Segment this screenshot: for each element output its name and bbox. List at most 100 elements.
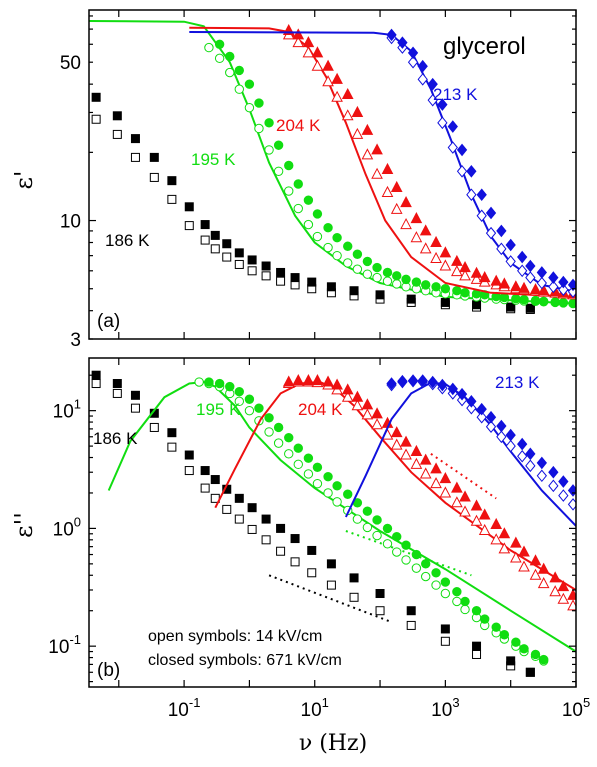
label-186k-b: 186 K <box>93 429 138 448</box>
point-closed-186k <box>200 220 210 230</box>
point-closed-195k <box>284 432 294 443</box>
point-open-195k <box>225 67 235 78</box>
panel-b: 10-1 100 101 10-1 101 103 105 (b) ε'' 186 K 19… <box>10 357 590 721</box>
label-204k-b: 204 K <box>298 400 343 419</box>
point-open-204k <box>439 259 452 271</box>
point-open-204k <box>331 90 343 102</box>
annotation-closed-symbols: closed symbols: 671 kV/cm <box>148 652 342 669</box>
point-closed-186k <box>222 239 232 249</box>
point-closed-195k <box>234 386 244 397</box>
point-open-195k <box>303 219 314 230</box>
point-open-213k <box>476 410 487 424</box>
point-closed-186k <box>200 466 210 476</box>
point-open-195k <box>264 427 274 437</box>
point-closed-195k <box>234 65 244 76</box>
point-open-195k <box>273 166 284 176</box>
point-closed-186k <box>210 475 220 485</box>
point-closed-186k <box>247 503 257 513</box>
point-open-204k <box>381 185 394 197</box>
point-open-195k <box>460 604 470 615</box>
point-closed-195k <box>538 296 549 307</box>
point-closed-213k <box>447 382 458 396</box>
point-closed-186k <box>349 286 359 296</box>
point-open-204k <box>390 438 403 450</box>
point-open-204k <box>341 109 354 121</box>
point-closed-195k <box>332 233 342 243</box>
point-closed-204k <box>311 46 324 58</box>
point-closed-186k <box>130 390 140 400</box>
point-open-213k <box>505 255 516 268</box>
point-closed-195k <box>411 277 422 287</box>
point-open-204k <box>361 148 374 160</box>
point-closed-195k <box>332 481 342 491</box>
point-open-204k <box>470 514 483 526</box>
point-closed-186k <box>112 111 122 121</box>
point-open-186k <box>167 194 177 204</box>
point-open-195k <box>312 231 323 242</box>
point-open-186k <box>184 221 194 231</box>
point-closed-204k <box>371 143 383 155</box>
point-closed-186k <box>91 92 101 102</box>
point-open-204k <box>459 269 471 281</box>
point-closed-195k <box>214 378 225 389</box>
point-open-186k <box>149 172 159 182</box>
y-tick-label: 10 <box>60 212 81 233</box>
panel-a-label: (a) <box>97 311 120 332</box>
fit-line-213k <box>189 31 576 293</box>
point-open-195k <box>312 478 323 489</box>
point-open-204k <box>351 127 364 139</box>
point-closed-213k <box>397 36 408 49</box>
point-closed-195k <box>411 549 422 560</box>
point-closed-204k <box>510 280 522 292</box>
point-closed-186k <box>149 152 159 162</box>
panel-a-title: glycerol <box>443 33 526 60</box>
point-closed-186k <box>290 534 300 544</box>
point-open-204k <box>451 265 463 277</box>
point-closed-213k <box>466 395 477 408</box>
panel-a-ylabel: ε' <box>10 170 38 189</box>
point-closed-204k <box>390 426 403 438</box>
point-closed-204k <box>292 28 305 40</box>
point-closed-213k <box>427 77 438 91</box>
point-open-195k <box>284 449 294 459</box>
point-closed-204k <box>490 274 503 286</box>
point-closed-195k <box>558 297 569 308</box>
point-open-195k <box>421 571 431 582</box>
point-closed-204k <box>470 266 483 278</box>
point-closed-204k <box>529 554 542 566</box>
point-open-204k <box>400 217 412 230</box>
y-tick-label: 101 <box>53 397 81 423</box>
point-open-204k <box>430 251 442 263</box>
point-closed-213k <box>525 259 536 273</box>
x-tick-label: 105 <box>562 695 590 721</box>
point-open-186k <box>326 580 336 590</box>
point-closed-204k <box>537 284 550 296</box>
point-closed-186k <box>525 303 535 313</box>
point-open-195k <box>284 186 294 196</box>
point-open-186k <box>167 442 177 452</box>
point-open-213k <box>505 439 516 453</box>
point-open-213k <box>548 479 559 493</box>
point-open-213k <box>447 141 458 154</box>
y-tick-label: 10-1 <box>48 632 81 658</box>
point-closed-213k <box>525 447 536 461</box>
point-open-195k <box>244 405 255 416</box>
point-open-186k <box>247 524 257 534</box>
point-closed-195k <box>460 288 470 298</box>
point-closed-204k <box>361 398 374 410</box>
point-closed-195k <box>392 532 402 542</box>
point-closed-204k <box>302 374 315 386</box>
point-open-186k <box>276 276 286 286</box>
point-closed-213k <box>517 437 528 451</box>
point-open-195k <box>440 588 451 599</box>
point-closed-204k <box>451 254 463 266</box>
point-open-195k <box>264 145 274 155</box>
point-closed-195k <box>431 282 441 292</box>
point-open-204k <box>439 486 452 498</box>
fit-line-195k <box>107 380 576 653</box>
point-closed-213k <box>558 475 569 488</box>
point-closed-195k <box>293 443 303 453</box>
point-closed-204k <box>451 481 463 493</box>
point-closed-213k <box>417 59 428 73</box>
panel-a-axes: 3 10 50 <box>60 10 577 351</box>
